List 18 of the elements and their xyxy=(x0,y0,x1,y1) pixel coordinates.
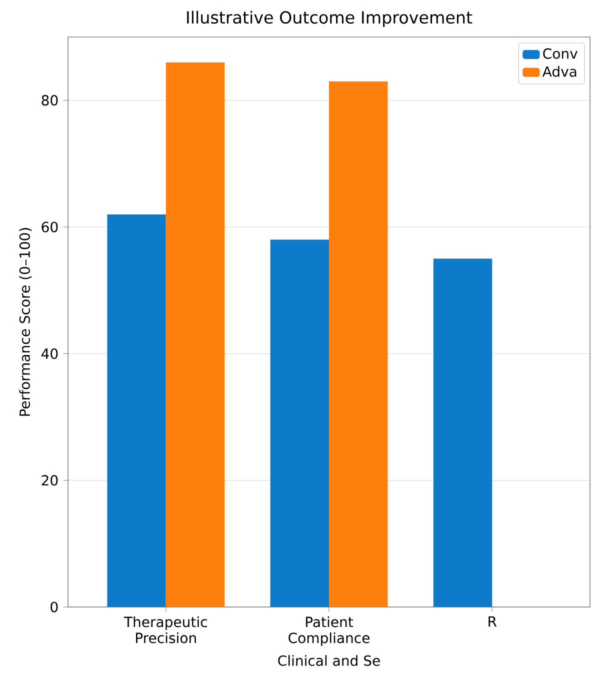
y-tick-label: 80 xyxy=(42,95,58,106)
bar xyxy=(270,240,329,607)
y-tick-label: 40 xyxy=(41,348,58,359)
x-tick-label: Patient Compliance xyxy=(288,616,370,646)
x-tick-label: R xyxy=(488,616,497,627)
bar xyxy=(107,214,166,607)
chart-title: Illustrative Outcome Improvement xyxy=(187,10,472,27)
y-axis-title: Performance Score (0–100) xyxy=(19,228,32,416)
bar xyxy=(329,81,388,607)
y-tick-label: 20 xyxy=(42,475,58,486)
bar xyxy=(433,258,492,607)
x-axis-title: Clinical and Se xyxy=(278,655,380,666)
bar xyxy=(166,62,225,607)
legend-label: Conv xyxy=(543,48,578,59)
x-tick-label: Therapeutic Precision xyxy=(124,616,207,644)
y-tick-label: 0 xyxy=(50,602,58,612)
y-tick-label: 60 xyxy=(42,222,58,232)
legend-label: Adva xyxy=(542,66,576,77)
